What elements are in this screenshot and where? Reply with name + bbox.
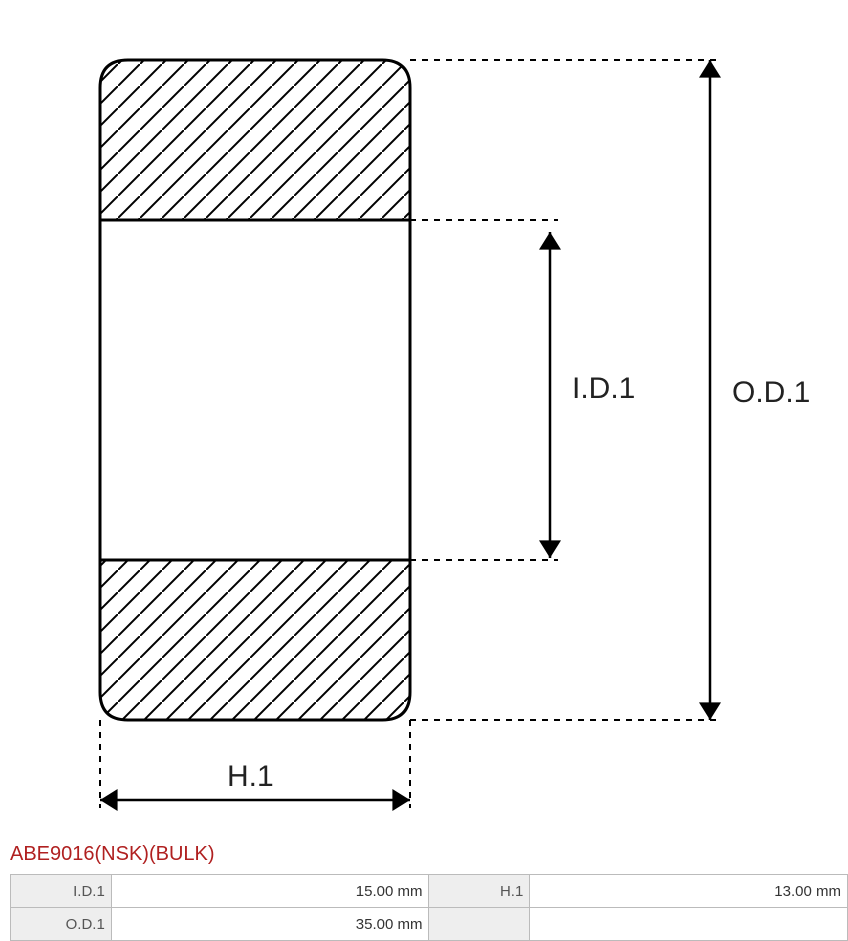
spec-label: H.1 — [429, 875, 530, 908]
table-row: O.D.135.00 mm — [11, 908, 848, 941]
table-row: I.D.115.00 mmH.113.00 mm — [11, 875, 848, 908]
spec-value: 35.00 mm — [111, 908, 429, 941]
spec-value: 13.00 mm — [530, 875, 848, 908]
spec-label: I.D.1 — [11, 875, 112, 908]
spec-label: O.D.1 — [11, 908, 112, 941]
spec-value: 15.00 mm — [111, 875, 429, 908]
technical-diagram: I.D.1 O.D.1 H.1 — [0, 0, 848, 835]
svg-text:H.1: H.1 — [227, 760, 274, 793]
spec-value — [530, 908, 848, 941]
svg-text:I.D.1: I.D.1 — [572, 372, 635, 405]
specifications-table: I.D.115.00 mmH.113.00 mmO.D.135.00 mm — [10, 874, 848, 941]
svg-text:O.D.1: O.D.1 — [732, 376, 810, 409]
part-number-title: ABE9016(NSK)(BULK) — [10, 843, 848, 866]
spec-label — [429, 908, 530, 941]
bearing-cross-section-svg: I.D.1 O.D.1 H.1 — [30, 20, 810, 820]
